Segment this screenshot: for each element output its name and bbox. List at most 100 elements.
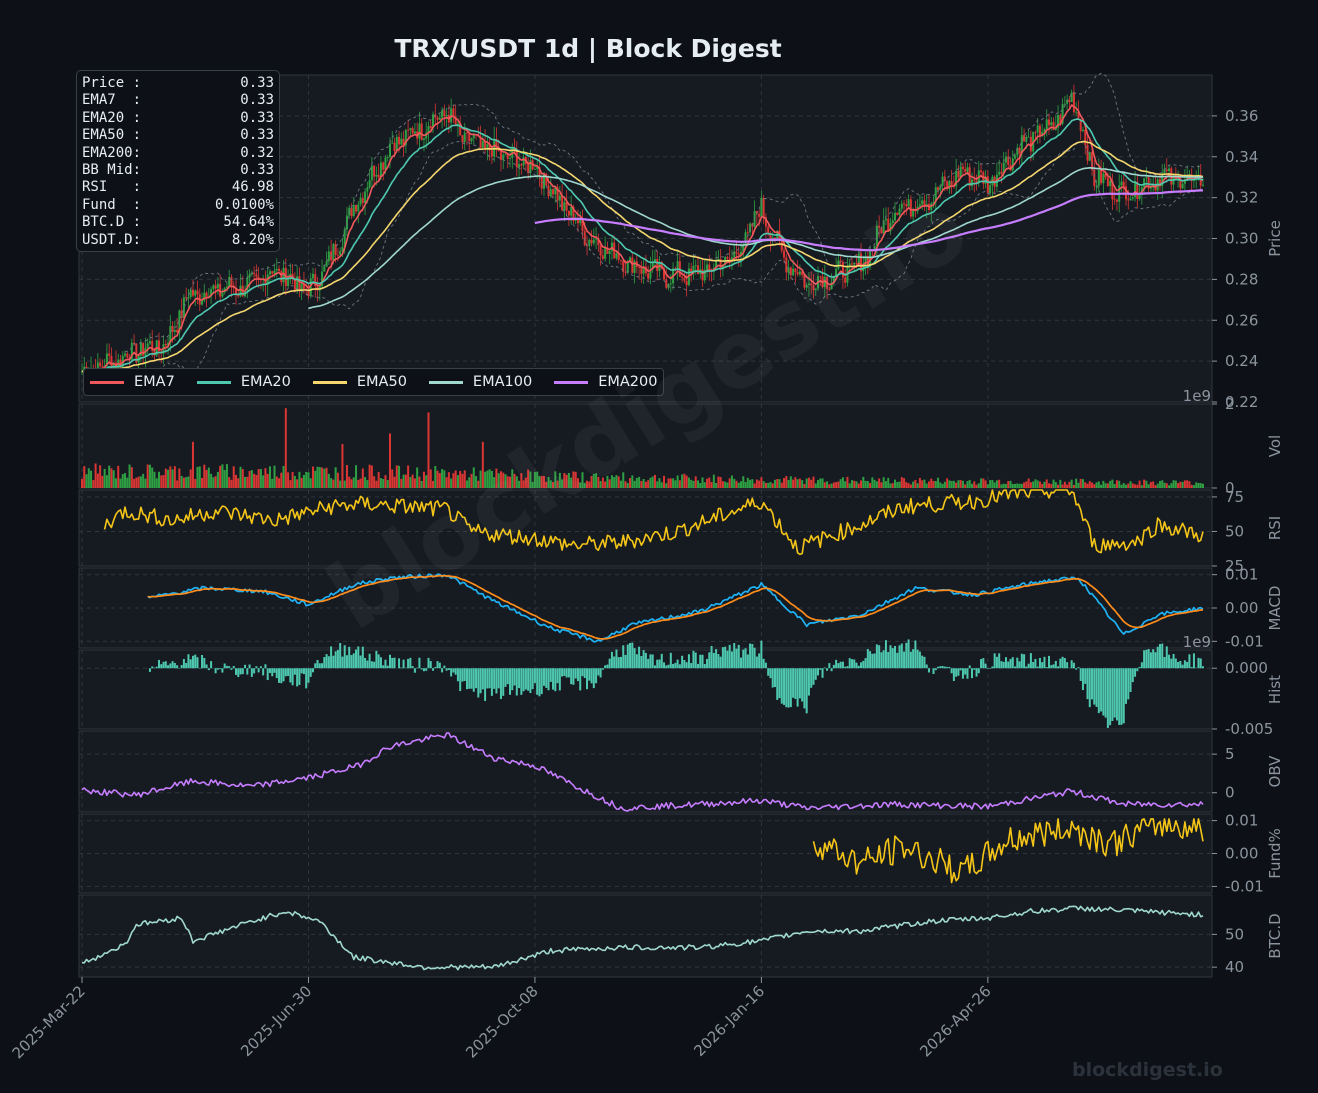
candle-body [572, 206, 575, 221]
volume-bar [234, 474, 237, 488]
volume-bar [561, 479, 564, 488]
hist-bar [961, 668, 964, 679]
candle-body [221, 292, 224, 297]
volume-bar [196, 466, 199, 488]
volume-bar [1100, 484, 1103, 488]
volume-bar [85, 474, 88, 488]
hist-bar [1163, 656, 1166, 669]
candle-body [375, 174, 378, 177]
hist-bar [189, 659, 192, 669]
hist-bar [201, 655, 204, 669]
hist-bar [370, 661, 373, 669]
candle-body [185, 297, 188, 299]
hist-bar [583, 668, 586, 679]
info-value: 0.33 [240, 127, 274, 144]
candle-body [201, 300, 204, 305]
candle-body [561, 195, 564, 211]
volume-bar [1002, 483, 1005, 488]
hist-bar [400, 667, 403, 669]
hist-bar [853, 659, 856, 669]
candle-body [298, 276, 301, 291]
hist-bar [1188, 654, 1191, 669]
volume-bar [735, 480, 738, 488]
hist-bar [438, 662, 441, 669]
candle-body [964, 168, 967, 172]
volume-bar [1086, 483, 1089, 488]
candle-body [726, 257, 729, 259]
hist-bar [284, 668, 287, 677]
hist-bar [477, 668, 480, 698]
candle-body [479, 136, 482, 148]
hist-bar [780, 668, 783, 704]
candle-body [1057, 115, 1060, 128]
hist-bar [721, 647, 724, 669]
volume-bar [894, 479, 897, 488]
candle-body [400, 138, 403, 145]
volume-bar [667, 478, 670, 488]
candle-body [1045, 119, 1048, 130]
y-tick-label: 50 [1225, 522, 1244, 540]
hist-bar [995, 656, 998, 669]
hist-bar [527, 668, 530, 691]
candle-body [105, 353, 108, 366]
hist-bar [812, 668, 815, 685]
volume-bar [201, 477, 204, 488]
hist-bar [228, 666, 231, 669]
volume-bar [1197, 482, 1200, 488]
candle-body [133, 342, 136, 344]
volume-bar [687, 477, 690, 488]
candle-body [1120, 181, 1123, 186]
candle-body [959, 166, 962, 178]
candle-body [108, 353, 111, 356]
x-tick-label: 2026-Apr-26 [916, 982, 994, 1060]
hist-bar [912, 649, 915, 669]
hist-bar [959, 668, 962, 671]
hist-bar [900, 643, 903, 669]
candle-body [1113, 199, 1116, 201]
volume-bar [108, 465, 111, 488]
hist-bar [407, 658, 410, 669]
ema-line-ema100 [308, 167, 1204, 310]
volume-bar [971, 483, 974, 488]
hist-bar [357, 646, 360, 669]
candle-body [1036, 125, 1039, 133]
volume-bar [302, 474, 305, 488]
y-tick-label: -0.01 [1225, 632, 1264, 650]
candle-body [327, 251, 330, 262]
volume-bar [884, 481, 887, 488]
hist-bar [946, 666, 949, 669]
hist-bar [241, 668, 244, 675]
hist-bar [1072, 662, 1075, 669]
candle-body [642, 266, 645, 274]
volume-bar [916, 483, 919, 488]
info-label: EMA200: [82, 144, 142, 161]
hist-bar [1023, 654, 1026, 669]
hist-bar [681, 655, 684, 669]
info-label: RSI : [82, 179, 142, 196]
volume-bar [1202, 483, 1204, 488]
hist-bar [941, 666, 944, 669]
volume-bar [742, 476, 745, 488]
candle-body [950, 181, 953, 186]
hist-bar [1007, 661, 1010, 669]
volume-bar [810, 479, 813, 488]
candle-body [253, 272, 256, 275]
volume-bar [169, 466, 172, 488]
hist-bar [826, 668, 829, 671]
volume-bar [1172, 480, 1175, 488]
candle-body [946, 181, 949, 189]
candle-body [853, 262, 856, 265]
candle-body [656, 258, 659, 272]
volume-bar [998, 479, 1001, 488]
candle-body [1072, 92, 1075, 113]
hist-bar [488, 668, 491, 689]
candle-body [975, 180, 978, 184]
legend-item: EMA7 [90, 374, 175, 390]
hist-bar [807, 668, 810, 696]
volume-bar [909, 484, 912, 488]
volume-bar [685, 475, 688, 488]
candle-body [504, 154, 507, 156]
volume-bar [778, 479, 781, 488]
hist-bar [345, 655, 348, 669]
hist-bar [837, 663, 840, 669]
